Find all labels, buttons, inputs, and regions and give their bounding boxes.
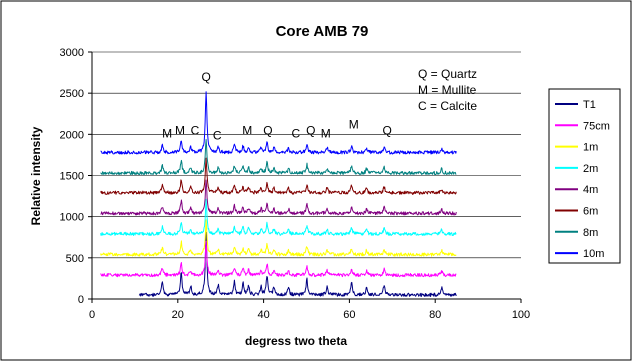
legend-label: 1m [583,142,598,154]
y-axis-label: Relative intensity [29,126,43,225]
peak-annotation: Q [263,123,272,137]
series-line [100,157,457,195]
legend-label: T1 [583,99,596,111]
series-line [100,139,457,176]
x-tick-label: 20 [172,309,184,321]
peak-annotation: Q [382,123,391,137]
key-mullite: M = Mullite [418,83,477,97]
series-line [100,219,457,257]
x-tick-label: 80 [429,309,441,321]
peak-annotation: M [162,127,172,141]
peak-annotation: C [291,127,300,141]
peak-annotation: M [242,123,252,137]
legend-label: 2m [583,163,598,175]
peak-annotation: M [321,127,331,141]
y-tick-label: 0 [78,294,84,306]
peak-annotation: M [349,118,359,132]
x-axis-label: degress two theta [245,334,347,348]
x-tick-label: 0 [89,309,95,321]
key-calcite: C = Calcite [418,99,477,113]
legend-box [548,88,621,264]
legend-label: 75cm [583,120,610,132]
series-line [100,91,457,155]
legend: T1 75cm 1m 2m 4m 6m 8m 10m [548,88,621,264]
legend-label: 10m [583,248,604,260]
y-tick-label: 2000 [60,129,84,141]
y-tick-label: 1500 [60,171,84,183]
peak-annotation: C [191,123,200,137]
legend-label: 8m [583,227,598,239]
key-quartz: Q = Quartz [418,67,477,81]
y-tick-label: 3000 [60,47,84,59]
peak-annotations: QM M C C M Q C Q MM Q [162,70,392,143]
legend-label: 4m [583,184,598,196]
legend-label: 6m [583,206,598,218]
chart-title: Core AMB 79 [276,23,369,40]
y-tick-label: 1000 [60,212,84,224]
y-tick-label: 2500 [60,88,84,100]
x-tick-label: 60 [343,309,355,321]
y-tick-label: 500 [66,253,84,265]
axis-ticks: 0 500 1000 1500 2000 2500 3000 0 20 40 60 80 100 [60,47,531,321]
gridlines [92,51,521,259]
plot-series [100,91,457,297]
series-line [100,179,457,216]
series-line [100,240,457,278]
peak-annotation: M [175,123,185,137]
legend-items: T1 75cm 1m 2m 4m 6m 8m 10m [555,99,610,260]
x-tick-label: 100 [512,309,530,321]
x-tick-label: 40 [257,309,269,321]
series-line [100,198,457,236]
peak-annotation: Q [306,123,315,137]
series-line [138,231,457,297]
peak-annotation: C [213,129,222,143]
peak-annotation: Q [201,70,210,84]
